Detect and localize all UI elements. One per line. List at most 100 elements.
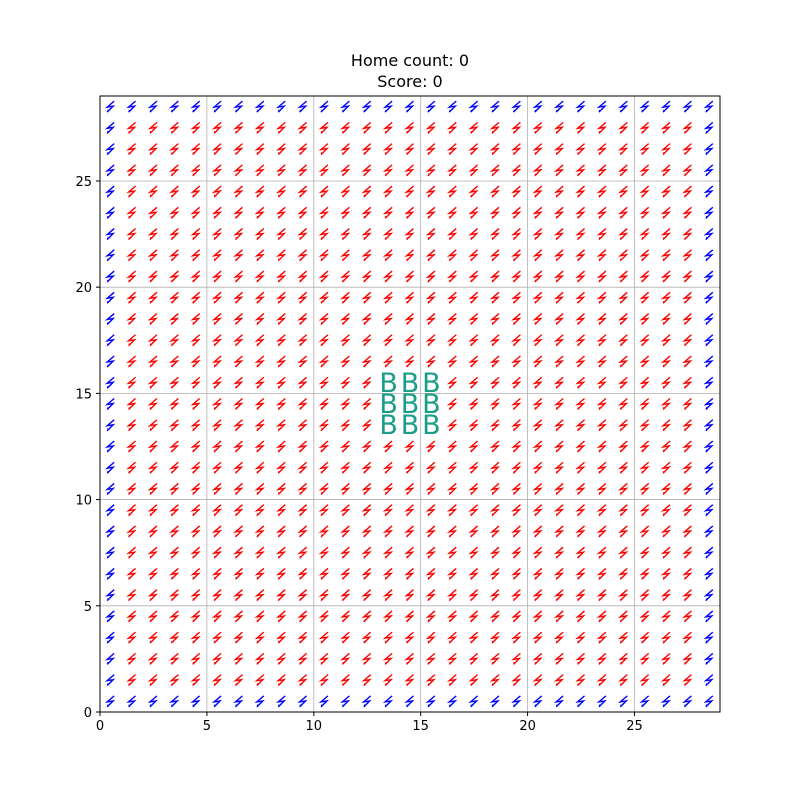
lightning-bolt-icon: [168, 100, 180, 113]
lightning-bolt-icon: [318, 482, 330, 495]
lightning-bolt-icon: [382, 270, 394, 283]
bolt-arrowhead-icon: [534, 130, 537, 134]
lightning-bolt-icon: [147, 164, 158, 177]
bolt-arrowhead-icon: [235, 109, 238, 113]
bolt-arrowhead-icon: [492, 683, 495, 686]
bolt-arrowhead-icon: [620, 428, 623, 431]
x-tick-label: 20: [519, 719, 536, 734]
lightning-bolt-icon: [275, 461, 287, 474]
lightning-bolt-icon: [361, 674, 372, 687]
bolt-arrowhead-icon: [641, 300, 644, 304]
lightning-bolt-icon: [660, 376, 672, 389]
lightning-bolt-icon: [446, 695, 458, 708]
bolt-arrowhead-icon: [427, 130, 431, 134]
lightning-bolt-icon: [575, 652, 586, 665]
bolt-arrowhead-icon: [278, 279, 281, 283]
bolt-arrowhead-icon: [534, 109, 537, 113]
lightning-bolt-icon: [489, 121, 501, 134]
lightning-bolt-icon: [489, 397, 501, 410]
bolt-arrowhead-icon: [406, 343, 409, 346]
bolt-arrowhead-icon: [107, 236, 110, 240]
bolt-arrowhead-icon: [705, 321, 709, 325]
lightning-bolt-icon: [168, 482, 180, 495]
bolt-arrowhead-icon: [641, 173, 644, 176]
lightning-bolt-icon: [468, 355, 479, 368]
lightning-bolt-icon: [104, 164, 116, 177]
y-tick-label: 0: [84, 706, 92, 721]
bolt-arrowhead-icon: [128, 130, 131, 134]
bolt-arrowhead-icon: [492, 385, 495, 389]
bolt-arrowhead-icon: [385, 130, 388, 134]
bolt-arrowhead-icon: [556, 173, 559, 176]
base-cluster: B B BB B BB B B: [379, 368, 440, 441]
lightning-bolt-icon: [361, 143, 372, 156]
lightning-bolt-icon: [361, 355, 372, 368]
lightning-bolt-icon: [233, 567, 244, 580]
lightning-bolt-icon: [468, 164, 479, 177]
lightning-bolt-icon: [682, 313, 693, 326]
lightning-bolt-icon: [553, 440, 565, 453]
lightning-bolt-icon: [254, 121, 265, 134]
lightning-bolt-icon: [275, 589, 287, 602]
lightning-bolt-icon: [361, 610, 372, 623]
bolt-arrowhead-icon: [556, 300, 559, 304]
lightning-bolt-icon: [596, 397, 607, 410]
lightning-bolt-icon: [339, 164, 351, 177]
bolt-arrowhead-icon: [449, 513, 452, 516]
lightning-bolt-icon: [596, 525, 607, 538]
bolt-arrowhead-icon: [192, 661, 195, 665]
lightning-bolt-icon: [254, 100, 265, 113]
bolt-arrowhead-icon: [149, 491, 153, 495]
lightning-bolt-icon: [233, 376, 244, 389]
lightning-bolt-icon: [275, 482, 287, 495]
bolt-arrowhead-icon: [684, 173, 687, 176]
lightning-bolt-icon: [126, 674, 137, 687]
lightning-bolt-icon: [511, 652, 522, 665]
bolt-arrowhead-icon: [663, 661, 666, 665]
bolt-arrowhead-icon: [556, 470, 559, 474]
lightning-bolt-icon: [104, 249, 116, 262]
lightning-bolt-icon: [339, 121, 351, 134]
bolt-arrowhead-icon: [214, 619, 217, 622]
bolt-arrowhead-icon: [598, 640, 602, 644]
bolt-arrowhead-icon: [684, 343, 687, 346]
bolt-arrowhead-icon: [556, 598, 559, 601]
x-axis: 0 5 10 15 20 25: [96, 712, 643, 734]
bolt-arrowhead-icon: [663, 428, 666, 431]
lightning-bolt-icon: [639, 270, 650, 283]
bolt-arrowhead-icon: [214, 428, 217, 431]
lightning-bolt-icon: [553, 652, 565, 665]
lightning-bolt-icon: [489, 567, 501, 580]
bolt-arrowhead-icon: [278, 300, 281, 304]
lightning-bolt-icon: [703, 504, 714, 517]
bolt-arrowhead-icon: [171, 236, 174, 240]
lightning-bolt-icon: [682, 355, 693, 368]
bolt-arrowhead-icon: [363, 343, 366, 346]
lightning-bolt-icon: [147, 440, 158, 453]
bolt-arrowhead-icon: [214, 194, 217, 198]
lightning-bolt-icon: [211, 695, 223, 708]
bolt-arrowhead-icon: [235, 406, 238, 410]
lightning-bolt-icon: [425, 291, 436, 304]
bolt-arrowhead-icon: [235, 640, 238, 644]
bolt-arrowhead-icon: [598, 683, 602, 686]
lightning-bolt-icon: [168, 631, 180, 644]
bolt-arrowhead-icon: [214, 130, 217, 134]
bolt-arrowhead-icon: [342, 598, 345, 601]
lightning-bolt-icon: [404, 461, 415, 474]
lightning-bolt-icon: [511, 674, 522, 687]
bolt-arrowhead-icon: [128, 300, 131, 304]
bolt-arrowhead-icon: [278, 598, 281, 601]
lightning-bolt-icon: [190, 185, 201, 198]
bolt-arrowhead-icon: [385, 470, 388, 474]
lightning-bolt-icon: [425, 504, 436, 517]
lightning-bolt-icon: [425, 206, 436, 219]
lightning-bolt-icon: [254, 206, 265, 219]
bolt-arrowhead-icon: [620, 491, 623, 495]
bolt-arrowhead-icon: [214, 661, 217, 665]
lightning-bolt-icon: [297, 546, 308, 559]
bolt-arrowhead-icon: [705, 194, 709, 198]
lightning-bolt-icon: [446, 674, 458, 687]
bolt-arrowhead-icon: [171, 491, 174, 495]
lightning-bolt-icon: [126, 100, 137, 113]
